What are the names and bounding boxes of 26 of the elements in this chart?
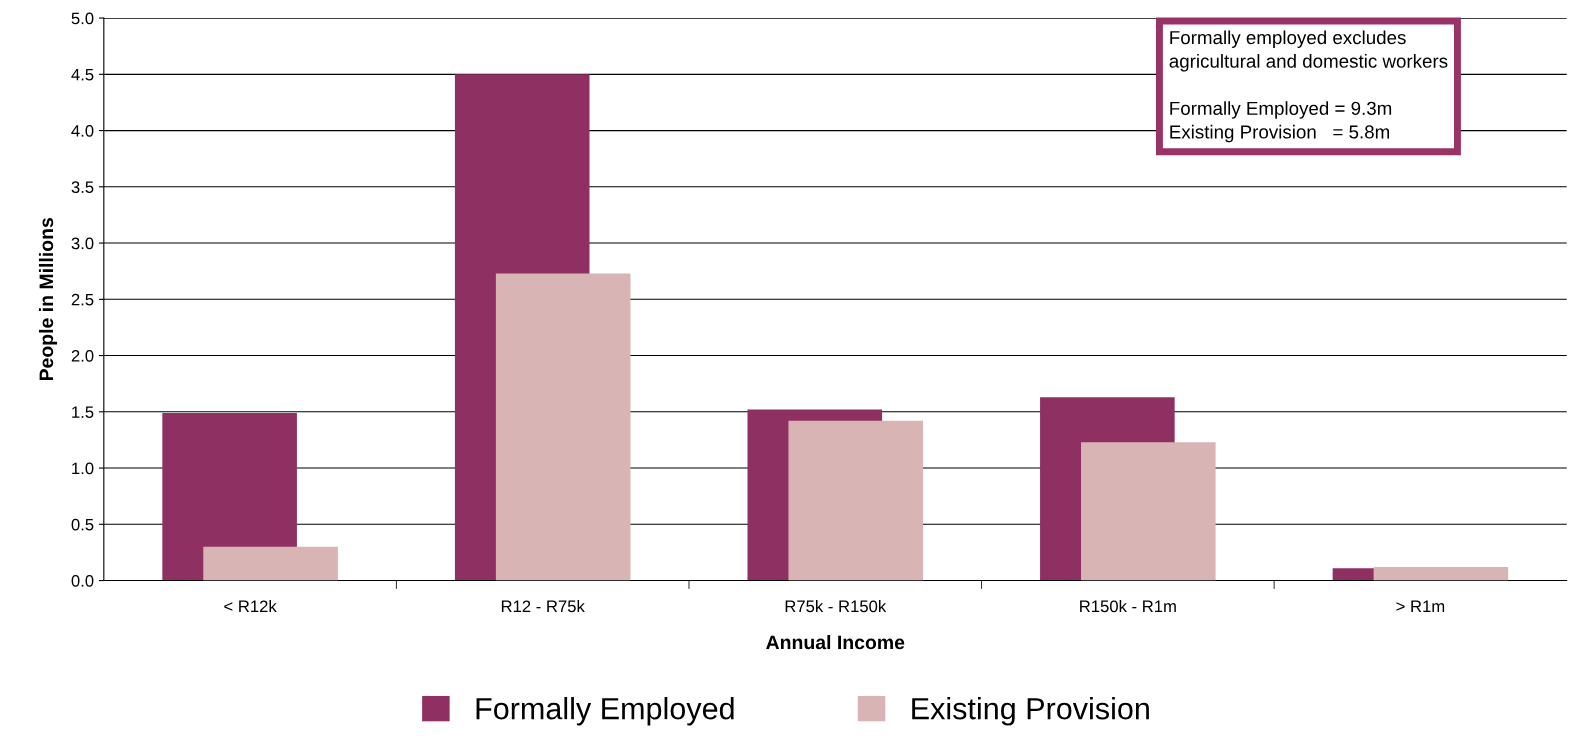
bar bbox=[495, 273, 631, 581]
legend-label: Formally Employed bbox=[476, 697, 734, 726]
bar bbox=[788, 420, 924, 581]
text: Formally employed excludes agricultural and domestic workers Formally Employed = 9.3m Existing Provision = 5.8m bbox=[1169, 30, 1448, 143]
x-tick-label: > R1m bbox=[1396, 600, 1445, 613]
bar bbox=[1081, 442, 1216, 581]
y-tick-label: 3.5 bbox=[71, 181, 94, 194]
x-axis-title: Annual Income bbox=[766, 634, 905, 650]
bar bbox=[1373, 567, 1509, 581]
x-tick-label: < R12k bbox=[224, 600, 277, 613]
y-tick-label: 1.5 bbox=[72, 406, 94, 419]
y-tick-label: 4.5 bbox=[71, 68, 94, 81]
y-tick-label: 5.0 bbox=[71, 12, 94, 25]
y-tick-label: 0.5 bbox=[71, 518, 94, 531]
x-tick-label: R75k - R150k bbox=[785, 600, 887, 613]
y-tick-label: 2.0 bbox=[71, 349, 94, 362]
y-tick-label: 2.5 bbox=[71, 293, 94, 306]
y-tick-label: 1.0 bbox=[72, 462, 94, 475]
y-tick-label: 3.0 bbox=[71, 237, 94, 250]
y-tick-label: 4.0 bbox=[71, 124, 94, 137]
bar bbox=[203, 546, 338, 581]
y-axis-title: People in Millions bbox=[38, 218, 58, 381]
x-tick-label: R150k - R1m bbox=[1080, 600, 1176, 613]
legend-label: Existing Provision bbox=[912, 697, 1149, 726]
x-tick-label: R12 - R75k bbox=[501, 600, 585, 613]
y-tick-label: 0.0 bbox=[71, 574, 94, 587]
